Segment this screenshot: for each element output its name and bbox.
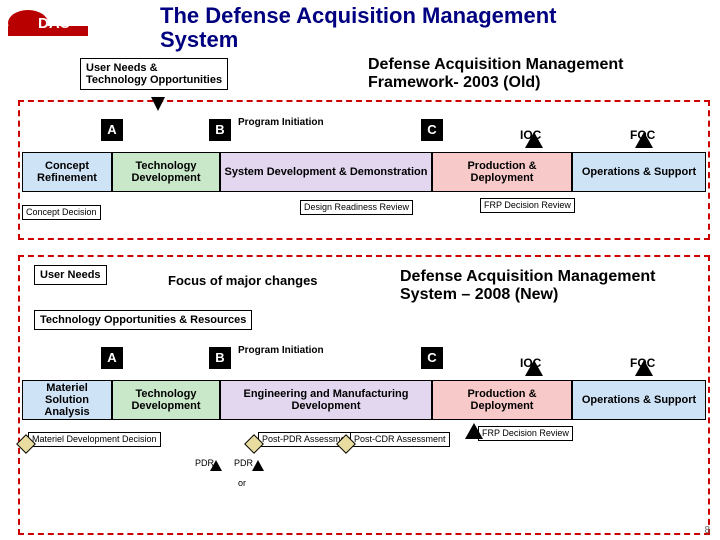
new-phase-1: Materiel Solution Analysis bbox=[22, 380, 112, 420]
frp-old-box: FRP Decision Review bbox=[480, 198, 575, 213]
concept-decision-box: Concept Decision bbox=[22, 205, 101, 220]
pdr-marker-2 bbox=[252, 460, 264, 471]
program-initiation-label-new: Program Initiation bbox=[238, 346, 324, 357]
milestone-b-new: B bbox=[209, 347, 231, 369]
milestone-c-old: C bbox=[421, 119, 443, 141]
pdr-label-2: PDR bbox=[234, 458, 253, 468]
old-phase-5: Operations & Support bbox=[572, 152, 706, 192]
tech-opp-box: Technology Opportunities & Resources bbox=[34, 310, 252, 330]
or-label: or bbox=[238, 478, 246, 488]
user-needs-box: User Needs bbox=[34, 265, 107, 285]
foc-marker-old bbox=[635, 132, 653, 148]
page-number: 8 bbox=[704, 525, 710, 536]
new-phase-5: Operations & Support bbox=[572, 380, 706, 420]
pdr-marker-1 bbox=[210, 460, 222, 471]
program-initiation-label-old: Program Initiation bbox=[238, 118, 324, 129]
new-phase-4: Production & Deployment bbox=[432, 380, 572, 420]
milestone-b-old: B bbox=[209, 119, 231, 141]
drr-box: Design Readiness Review bbox=[300, 200, 413, 215]
frp-marker-new bbox=[465, 423, 483, 439]
new-phase-3: Engineering and Manufacturing Developmen… bbox=[220, 380, 432, 420]
focus-label: Focus of major changes bbox=[168, 273, 318, 288]
subtitle-new: Defense Acquisition Management System – … bbox=[400, 268, 700, 304]
subtitle-old: Defense Acquisition Management Framework… bbox=[368, 56, 698, 92]
ioc-marker-old bbox=[525, 132, 543, 148]
ioc-marker-new bbox=[525, 360, 543, 376]
milestone-a-old: A bbox=[101, 119, 123, 141]
arrow-down-icon bbox=[151, 97, 165, 111]
mdd-box: Materiel Development Decision bbox=[28, 432, 161, 447]
foc-marker-new bbox=[635, 360, 653, 376]
old-phase-1: Concept Refinement bbox=[22, 152, 112, 192]
milestone-a-new: A bbox=[101, 347, 123, 369]
new-phase-row: Materiel Solution Analysis Technology De… bbox=[22, 380, 706, 420]
dau-logo: DAU bbox=[8, 6, 88, 38]
old-phase-row: Concept Refinement Technology Developmen… bbox=[22, 152, 706, 192]
old-phase-2: Technology Development bbox=[112, 152, 220, 192]
new-phase-2: Technology Development bbox=[112, 380, 220, 420]
old-phase-3: System Development & Demonstration bbox=[220, 152, 432, 192]
user-needs-tech-box: User Needs & Technology Opportunities bbox=[80, 58, 228, 90]
milestone-c-new: C bbox=[421, 347, 443, 369]
old-phase-4: Production & Deployment bbox=[432, 152, 572, 192]
page-title: The Defense Acquisition Management Syste… bbox=[160, 4, 580, 52]
frp-new-box: FRP Decision Review bbox=[478, 426, 573, 441]
post-cdr-box: Post-CDR Assessment bbox=[350, 432, 450, 447]
svg-text:DAU: DAU bbox=[38, 15, 71, 32]
